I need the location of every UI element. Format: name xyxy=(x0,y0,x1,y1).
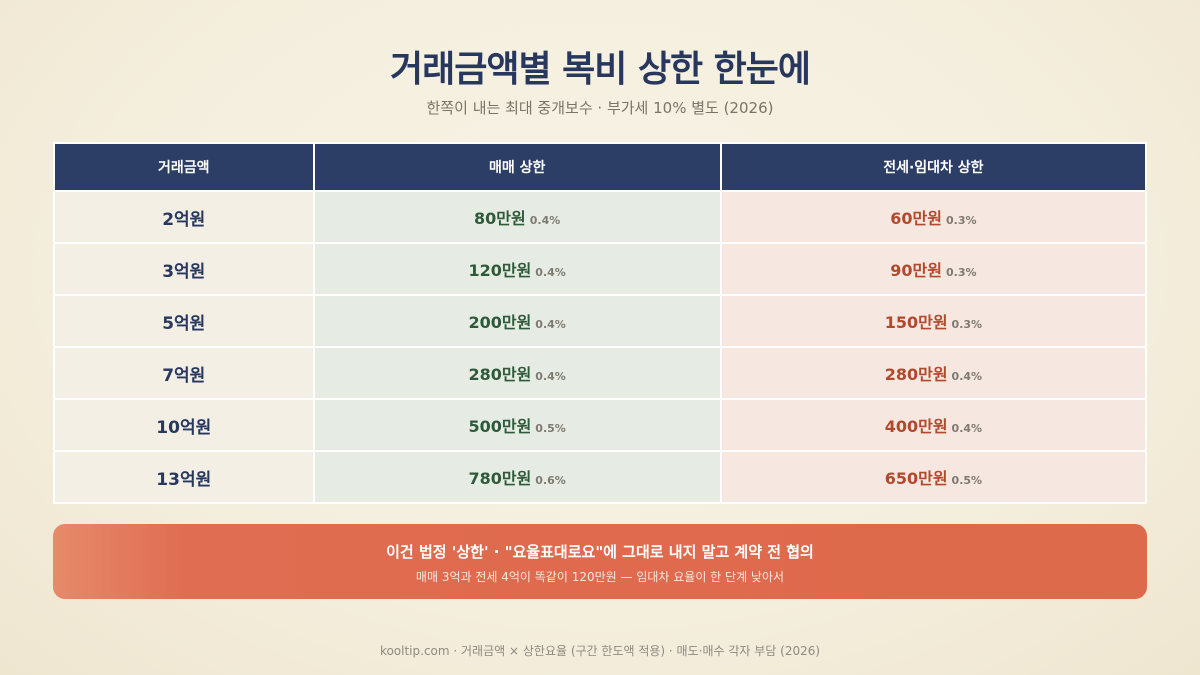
lease-cap-value: 60만원 xyxy=(890,209,942,228)
lease-cap-value: 400만원 xyxy=(884,417,948,436)
lease-rate: 0.3% xyxy=(951,318,983,331)
sale-cap-cell: 120만원 0.4% xyxy=(312,242,722,296)
sale-cap-value: 280만원 xyxy=(468,365,532,384)
sale-cap-value: 500만원 xyxy=(468,417,532,436)
lease-rate: 0.3% xyxy=(945,266,977,279)
banner-note: 매매 3억과 전세 4억이 똑같이 120만원 — 임대차 요율이 한 단계 낮… xyxy=(415,570,785,584)
sale-rate: 0.4% xyxy=(529,214,561,227)
sale-cap-value: 120만원 xyxy=(468,261,532,280)
amount-cell: 3억원 xyxy=(53,242,315,296)
lease-rate: 0.5% xyxy=(951,474,983,487)
footer-source: kooltip.com · 거래금액 × 상한요율 (구간 한도액 적용) · … xyxy=(379,644,821,658)
table-row: 2억원 80만원 0.4% 60만원 0.3% xyxy=(53,190,1148,244)
sale-rate: 0.4% xyxy=(535,266,566,279)
sale-cap-cell: 80만원 0.4% xyxy=(312,190,722,244)
lease-rate: 0.4% xyxy=(951,370,983,383)
table-row: 3억원 120만원 0.4% 90만원 0.3% xyxy=(53,242,1148,296)
lease-cap-cell: 650만원 0.5% xyxy=(719,450,1148,504)
amount-cell: 2억원 xyxy=(53,190,315,244)
sale-cap-cell: 500만원 0.5% xyxy=(312,398,722,452)
sale-cap-value: 200만원 xyxy=(468,313,532,332)
lease-cap-value: 90만원 xyxy=(890,261,942,280)
header-lease-cap: 전세·임대차 상한 xyxy=(719,142,1148,192)
amount-cell: 10억원 xyxy=(53,398,315,452)
amount-cell: 7억원 xyxy=(53,346,315,400)
sale-cap-cell: 200만원 0.4% xyxy=(312,294,722,348)
lease-cap-value: 650만원 xyxy=(884,469,948,488)
banner-headline: 이건 법정 '상한' · "요율표대로요"에 그대로 내지 말고 계약 전 협의 xyxy=(386,543,814,561)
sale-cap-cell: 280만원 0.4% xyxy=(312,346,722,400)
lease-cap-cell: 60만원 0.3% xyxy=(719,190,1148,244)
sale-rate: 0.5% xyxy=(535,422,566,435)
table-row: 7억원 280만원 0.4% 280만원 0.4% xyxy=(53,346,1148,400)
table-row: 10억원 500만원 0.5% 400만원 0.4% xyxy=(53,398,1148,452)
negotiation-tip-banner: 이건 법정 '상한' · "요율표대로요"에 그대로 내지 말고 계약 전 협의… xyxy=(53,524,1147,599)
lease-cap-cell: 90만원 0.3% xyxy=(719,242,1148,296)
header-sale-cap: 매매 상한 xyxy=(312,142,722,192)
header-amount: 거래금액 xyxy=(53,142,315,192)
lease-rate: 0.3% xyxy=(945,214,977,227)
lease-cap-cell: 150만원 0.3% xyxy=(719,294,1148,348)
amount-cell: 5억원 xyxy=(53,294,315,348)
lease-rate: 0.4% xyxy=(951,422,983,435)
page-title: 거래금액별 복비 상한 한눈에 xyxy=(389,49,811,90)
lease-cap-value: 280만원 xyxy=(884,365,948,384)
table-header-row: 거래금액 매매 상한 전세·임대차 상한 xyxy=(53,142,1148,192)
lease-cap-cell: 280만원 0.4% xyxy=(719,346,1148,400)
sale-cap-value: 80만원 xyxy=(474,209,526,228)
sale-rate: 0.4% xyxy=(535,318,566,331)
sale-rate: 0.6% xyxy=(535,474,566,487)
lease-cap-value: 150만원 xyxy=(884,313,948,332)
sale-cap-cell: 780만원 0.6% xyxy=(312,450,722,504)
sale-cap-value: 780만원 xyxy=(468,469,532,488)
table-row: 13억원 780만원 0.6% 650만원 0.5% xyxy=(53,450,1148,504)
lease-cap-cell: 400만원 0.4% xyxy=(719,398,1148,452)
sale-rate: 0.4% xyxy=(535,370,566,383)
fee-cap-table: 거래금액 매매 상한 전세·임대차 상한 2억원 80만원 0.4% 60만원 0.… xyxy=(53,142,1148,504)
table-row: 5억원 200만원 0.4% 150만원 0.3% xyxy=(53,294,1148,348)
amount-cell: 13억원 xyxy=(53,450,315,504)
page-subtitle: 한쪽이 내는 최대 중개보수 · 부가세 10% 별도 (2026) xyxy=(426,99,774,117)
